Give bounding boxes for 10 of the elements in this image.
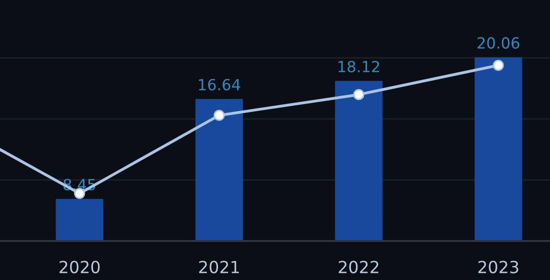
x-tick-label: 2020 xyxy=(60,260,100,274)
point xyxy=(492,60,504,71)
data-label: 16.64 xyxy=(198,78,240,90)
data-label: 20.06 xyxy=(478,37,520,49)
data-label: 18.12 xyxy=(338,60,380,72)
x-tick-label: 2021 xyxy=(199,260,239,274)
point xyxy=(353,89,364,100)
x-tick-label: 2022 xyxy=(338,260,378,274)
point xyxy=(214,110,225,121)
x-tick-label: 2023 xyxy=(478,260,518,274)
